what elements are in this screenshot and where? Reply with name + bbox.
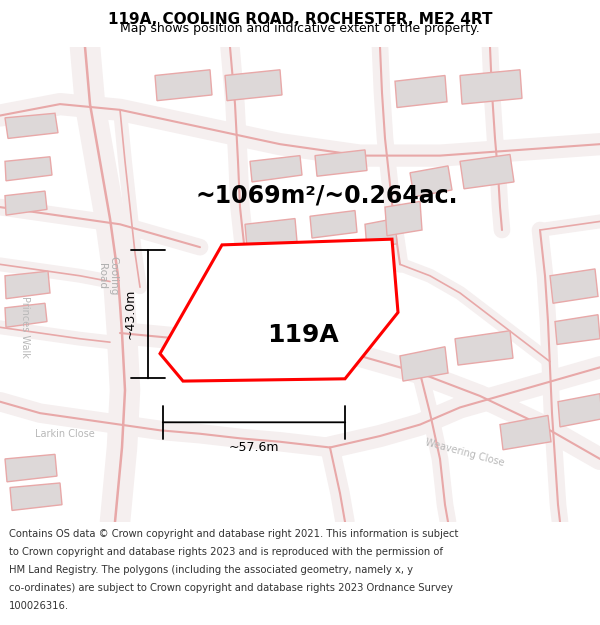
Polygon shape	[455, 331, 513, 365]
Polygon shape	[5, 157, 52, 181]
Polygon shape	[460, 70, 522, 104]
Polygon shape	[5, 191, 47, 215]
Text: Larkin Close: Larkin Close	[35, 429, 95, 439]
Polygon shape	[365, 219, 397, 249]
Polygon shape	[385, 201, 422, 236]
Polygon shape	[555, 315, 600, 344]
Text: to Crown copyright and database rights 2023 and is reproduced with the permissio: to Crown copyright and database rights 2…	[9, 547, 443, 557]
Text: ~57.6m: ~57.6m	[229, 441, 279, 454]
Polygon shape	[160, 239, 398, 381]
Polygon shape	[410, 166, 452, 197]
Text: ~43.0m: ~43.0m	[124, 289, 137, 339]
Polygon shape	[155, 70, 212, 101]
Text: HM Land Registry. The polygons (including the associated geometry, namely x, y: HM Land Registry. The polygons (includin…	[9, 565, 413, 575]
Text: ~1069m²/~0.264ac.: ~1069m²/~0.264ac.	[195, 184, 458, 208]
Polygon shape	[5, 454, 57, 482]
Polygon shape	[245, 219, 297, 247]
Polygon shape	[225, 70, 282, 101]
Polygon shape	[400, 347, 448, 381]
Text: 119A: 119A	[268, 324, 339, 348]
Text: co-ordinates) are subject to Crown copyright and database rights 2023 Ordnance S: co-ordinates) are subject to Crown copyr…	[9, 583, 453, 593]
Polygon shape	[550, 269, 598, 303]
Polygon shape	[460, 154, 514, 189]
Polygon shape	[558, 394, 600, 427]
Polygon shape	[250, 156, 302, 182]
Text: Map shows position and indicative extent of the property.: Map shows position and indicative extent…	[120, 22, 480, 35]
Text: 119A, COOLING ROAD, ROCHESTER, ME2 4RT: 119A, COOLING ROAD, ROCHESTER, ME2 4RT	[108, 12, 492, 27]
Polygon shape	[310, 211, 357, 238]
Text: 100026316.: 100026316.	[9, 601, 69, 611]
Text: Contains OS data © Crown copyright and database right 2021. This information is : Contains OS data © Crown copyright and d…	[9, 529, 458, 539]
Polygon shape	[395, 76, 447, 108]
Polygon shape	[5, 113, 58, 139]
Text: Weavering Close: Weavering Close	[424, 438, 506, 469]
Polygon shape	[315, 150, 367, 176]
Text: Cooling
Road: Cooling Road	[97, 256, 119, 296]
Polygon shape	[10, 483, 62, 511]
Text: Princes Walk: Princes Walk	[20, 296, 30, 358]
Polygon shape	[5, 303, 47, 328]
Polygon shape	[500, 416, 551, 450]
Polygon shape	[5, 271, 50, 299]
